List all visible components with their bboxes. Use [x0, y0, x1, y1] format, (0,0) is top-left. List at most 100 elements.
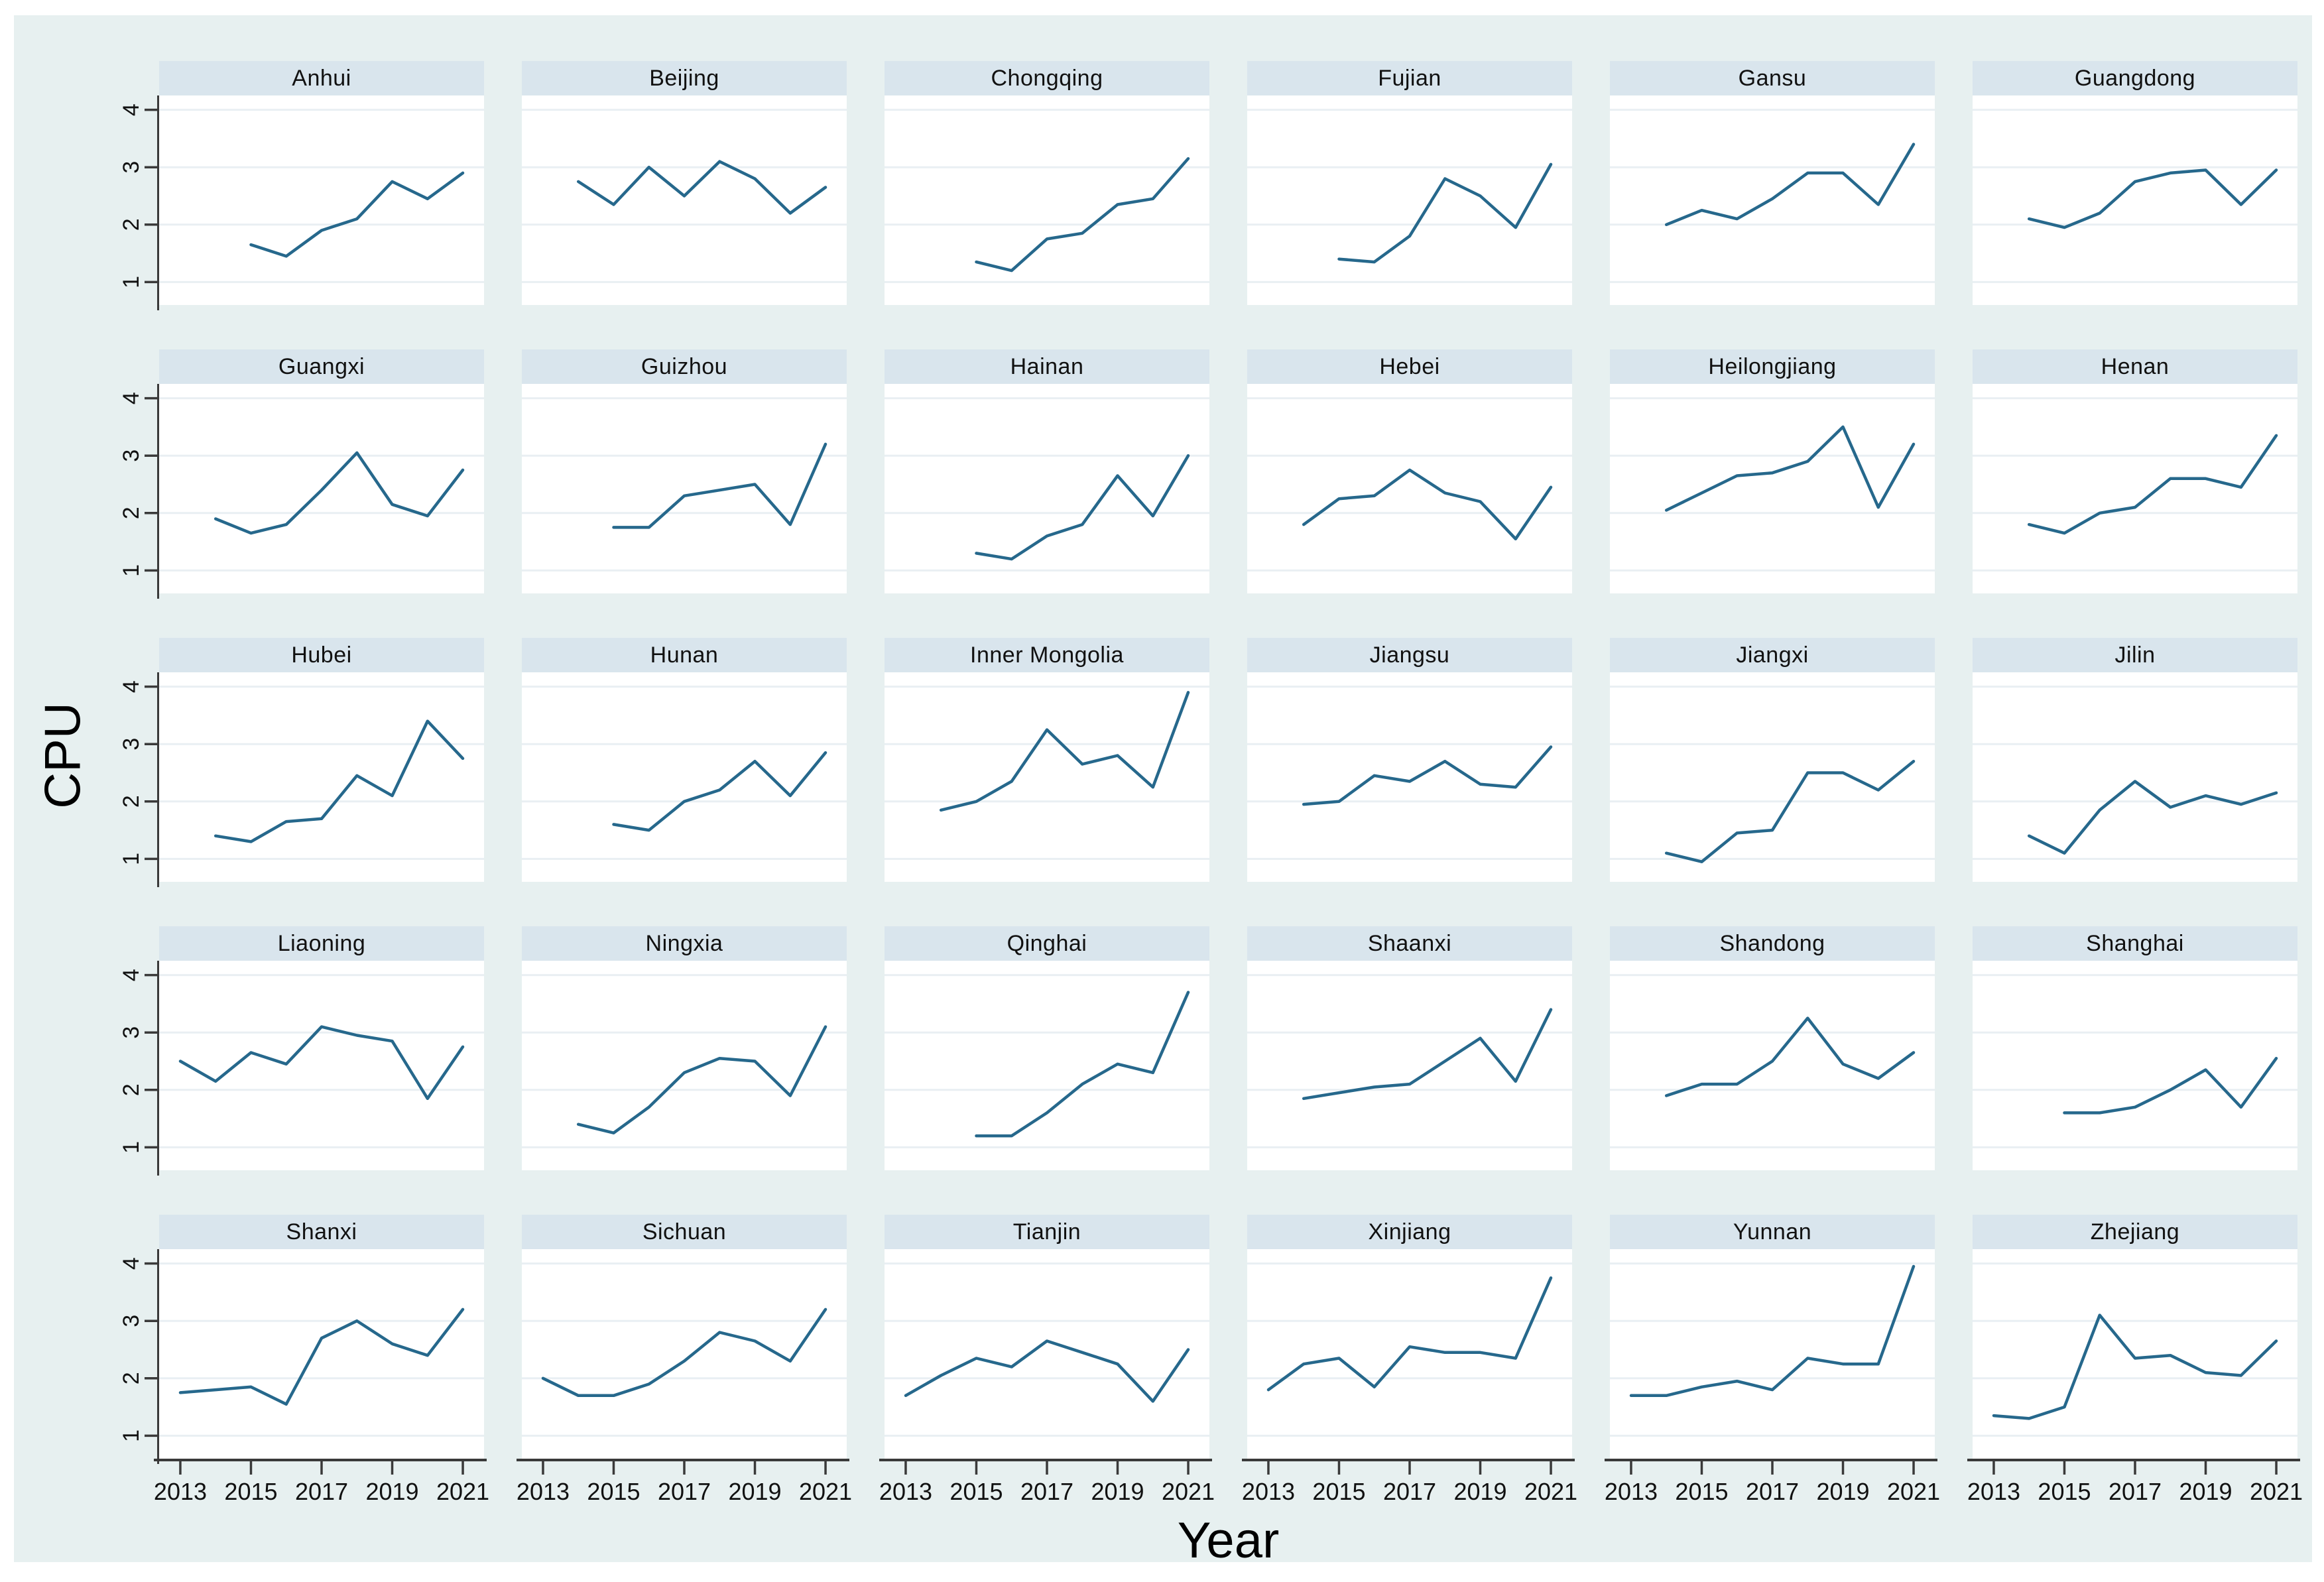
x-tick-label: 2013 [1242, 1478, 1295, 1505]
y-tick-label: 3 [119, 1315, 144, 1327]
panel-header: Shandong [1610, 926, 1935, 961]
panel-header: Guizhou [522, 349, 847, 384]
line-chart [1247, 974, 1572, 1148]
panel-title: Jiangxi [1736, 642, 1809, 668]
panel-beijing: Beijing [522, 61, 847, 305]
panel-hebei: Hebei [1247, 349, 1572, 593]
x-tick-label: 2021 [1162, 1478, 1215, 1505]
x-tick-label: 2015 [2038, 1478, 2091, 1505]
y-tick-label: 3 [119, 450, 144, 462]
panel-shaanxi: Shaanxi [1247, 926, 1572, 1170]
panel-title: Shanghai [2086, 930, 2184, 956]
panel-qinghai: Qinghai [885, 926, 1209, 1170]
panel-header: Guangdong [1973, 61, 2297, 95]
x-tick-label: 2021 [2250, 1478, 2303, 1505]
panel-header: Inner Mongolia [885, 638, 1209, 672]
panel-shandong: Shandong [1610, 926, 1935, 1170]
panel-plot-area: 1 2 3 4 [119, 95, 484, 310]
data-series-line [1337, 162, 1553, 264]
line-chart: 1 2 3 4 [119, 384, 484, 599]
data-series-line [975, 991, 1190, 1138]
x-tick-label: 2015 [949, 1478, 1003, 1505]
y-tick-label: 4 [119, 969, 144, 981]
panel-plot-area: 2013 2015 2017 2019 2021 [1967, 1249, 2303, 1505]
panel-hubei: Hubei 1 2 3 4 [119, 638, 484, 887]
line-chart [522, 686, 847, 860]
panel-plot-area [1610, 384, 1935, 593]
panel-title: Beijing [649, 65, 719, 91]
data-series-line [612, 442, 827, 529]
panel-title: Fujian [1378, 65, 1441, 91]
x-tick-label: 2019 [365, 1478, 418, 1505]
panel-title: Gansu [1738, 65, 1807, 91]
x-tick-label: 2017 [1383, 1478, 1436, 1505]
line-chart [1247, 686, 1572, 860]
line-chart: 1 2 3 4 [119, 961, 484, 1176]
x-tick-label: 2021 [1524, 1478, 1577, 1505]
x-tick-label: 2021 [799, 1478, 852, 1505]
panel-plot-area [885, 384, 1209, 593]
panel-plot-area [885, 95, 1209, 305]
panel-header: Jiangxi [1610, 638, 1935, 672]
panel-plot-area: 1 2 3 4 [119, 384, 484, 599]
panel-plot-area [885, 961, 1209, 1170]
panel-title: Tianjin [1012, 1219, 1081, 1245]
panel-inner-mongolia: Inner Mongolia [885, 638, 1209, 882]
x-tick-label: 2019 [1453, 1478, 1506, 1505]
panel-ningxia: Ningxia [522, 926, 847, 1170]
data-series-line [214, 719, 465, 843]
panel-tianjin: Tianjin 2013 2015 2017 2019 2021 [879, 1215, 1215, 1505]
line-chart [1247, 397, 1572, 572]
y-tick-label: 2 [119, 1083, 144, 1096]
line-chart [1610, 686, 1935, 863]
line-chart: 2013 2015 2017 2019 2021 [517, 1262, 852, 1505]
line-chart: 1 2 3 4 2013 2015 2017 2019 2021 [119, 1249, 489, 1505]
panel-header: Heilongjiang [1610, 349, 1935, 384]
line-chart: 2013 2015 2017 2019 2021 [1967, 1262, 2303, 1505]
data-series-line [1629, 1264, 1916, 1398]
data-series-line [904, 1339, 1190, 1403]
panel-jilin: Jilin [1973, 638, 2297, 882]
panel-title: Xinjiang [1368, 1219, 1451, 1245]
panel-shanghai: Shanghai [1973, 926, 2297, 1170]
x-tick-label: 2015 [224, 1478, 277, 1505]
panel-jiangxi: Jiangxi [1610, 638, 1935, 882]
x-tick-label: 2015 [1312, 1478, 1365, 1505]
panel-header: Beijing [522, 61, 847, 95]
data-series-line [1664, 425, 1916, 512]
panel-plot-area [1247, 961, 1572, 1170]
panel-header: Shaanxi [1247, 926, 1572, 961]
x-tick-label: 2013 [1605, 1478, 1658, 1505]
x-tick-label: 2019 [2179, 1478, 2232, 1505]
data-series-line [1302, 745, 1553, 806]
panel-title: Hubei [291, 642, 352, 668]
panel-title: Sichuan [642, 1219, 727, 1245]
panel-plot-area [522, 672, 847, 882]
panel-plot-area: 2013 2015 2017 2019 2021 [879, 1249, 1215, 1505]
y-tick-label: 4 [119, 103, 144, 116]
panel-header: Shanxi [159, 1215, 484, 1249]
y-tick-label: 1 [119, 564, 144, 577]
x-tick-label: 2021 [1887, 1478, 1940, 1505]
y-tick-label: 4 [119, 1257, 144, 1270]
line-chart [522, 397, 847, 572]
x-tick-label: 2015 [1675, 1478, 1728, 1505]
panel-guangxi: Guangxi 1 2 3 4 [119, 349, 484, 599]
panel-header: Yunnan [1610, 1215, 1935, 1249]
panel-header: Guangxi [159, 349, 484, 384]
x-tick-label: 2013 [1967, 1478, 2020, 1505]
panel-plot-area: 2013 2015 2017 2019 2021 [1242, 1249, 1577, 1505]
line-chart: 1 2 3 4 [119, 672, 484, 887]
panel-plot-area [1247, 672, 1572, 882]
line-chart [885, 397, 1209, 572]
line-chart [1973, 109, 2297, 283]
x-tick-label: 2013 [154, 1478, 207, 1505]
data-series-line [1266, 1276, 1553, 1392]
panel-header: Hainan [885, 349, 1209, 384]
panel-title: Guizhou [641, 353, 728, 379]
line-chart [885, 686, 1209, 860]
panel-title: Henan [2101, 353, 2170, 379]
line-chart [522, 974, 847, 1148]
panel-title: Guangxi [278, 353, 365, 379]
panel-plot-area [1610, 95, 1935, 305]
